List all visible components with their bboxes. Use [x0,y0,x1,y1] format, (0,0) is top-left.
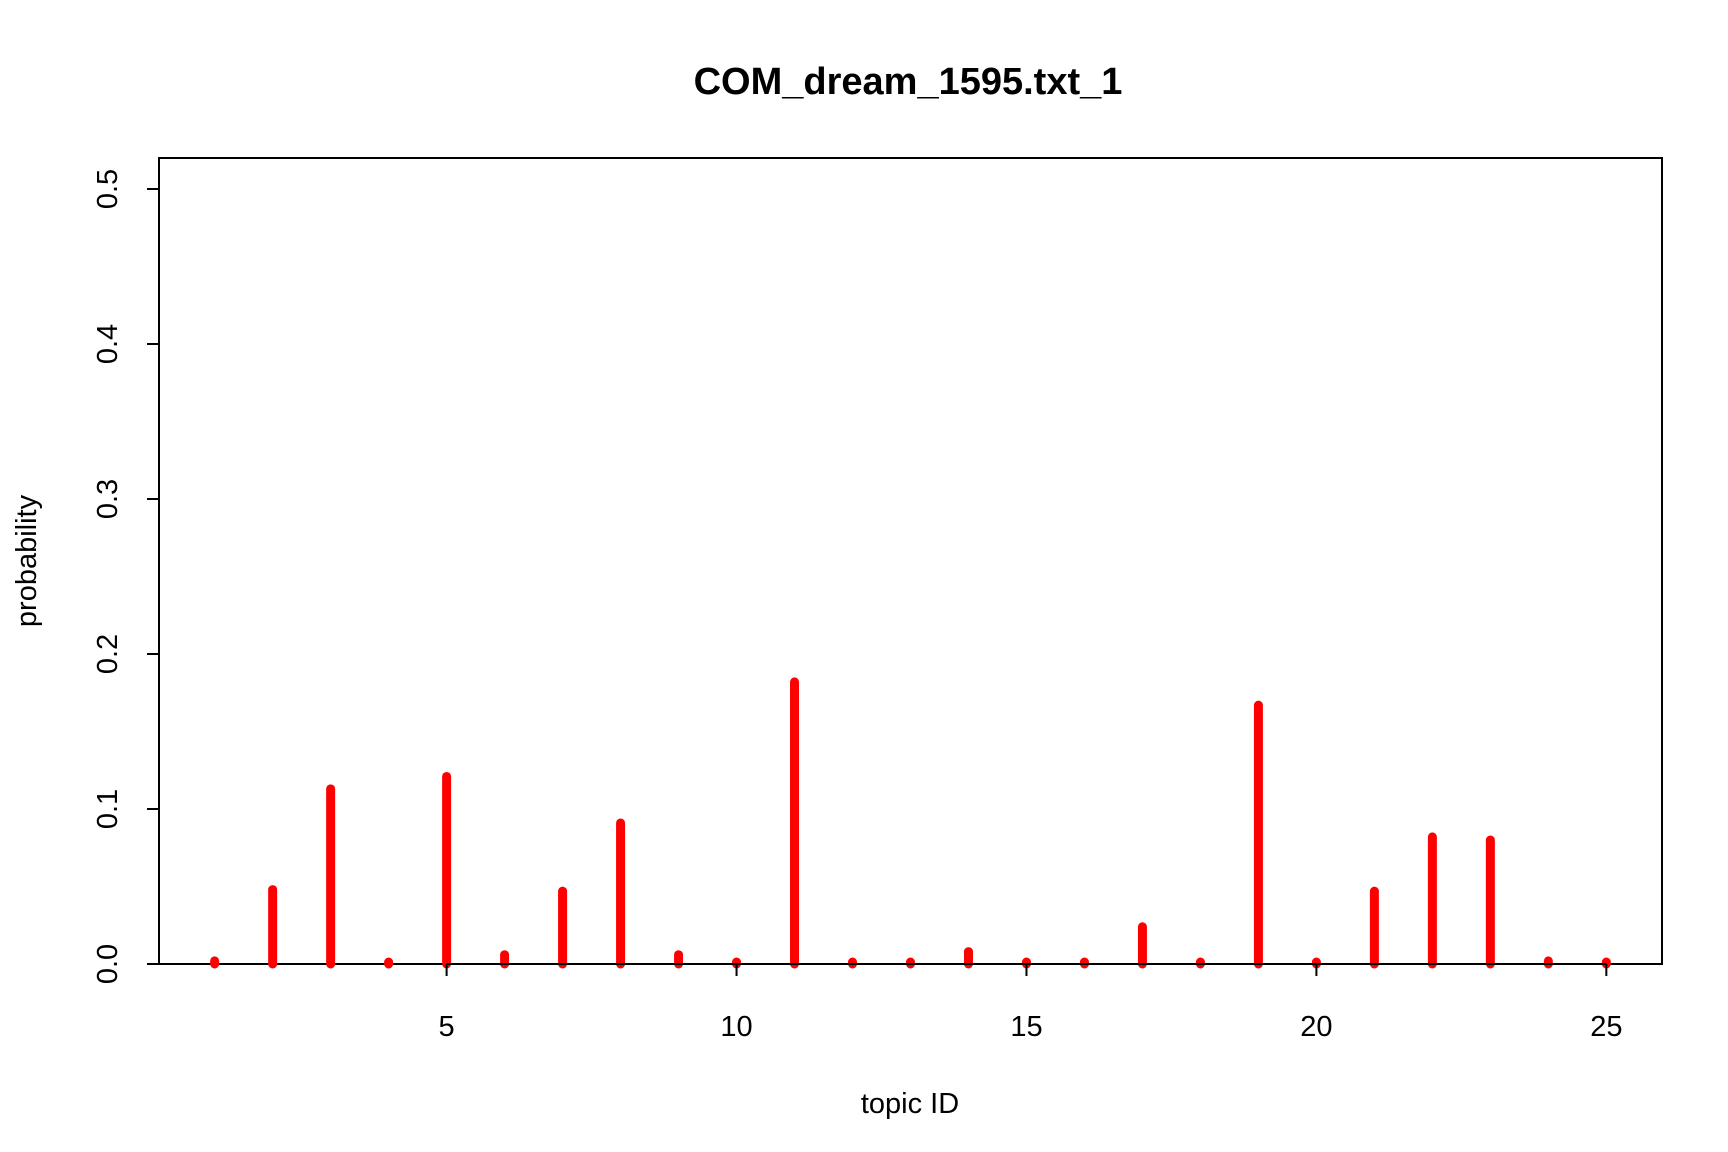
y-tick-label: 0.3 [92,479,124,519]
x-axis: 5 10 15 20 25 [439,963,1622,1043]
chart-title: COM_dream_1595.txt_1 [694,61,1123,103]
y-tick-label: 0.5 [92,169,124,209]
x-tick-label: 5 [439,1011,455,1043]
x-tick-label: 20 [1300,1011,1332,1043]
x-tick-label: 10 [720,1011,752,1043]
y-tick-label: 0.4 [92,324,124,364]
x-axis-label: topic ID [861,1088,959,1120]
y-axis: 0.0 0.1 0.2 0.3 0.4 0.5 [92,169,160,984]
x-tick-label: 25 [1590,1011,1622,1043]
y-tick-label: 0.2 [92,634,124,674]
y-tick-label: 0.0 [92,944,124,984]
y-axis-label: probability [11,494,43,627]
x-tick-label: 15 [1010,1011,1042,1043]
y-tick-label: 0.1 [92,789,124,829]
bar-series [210,677,1611,969]
